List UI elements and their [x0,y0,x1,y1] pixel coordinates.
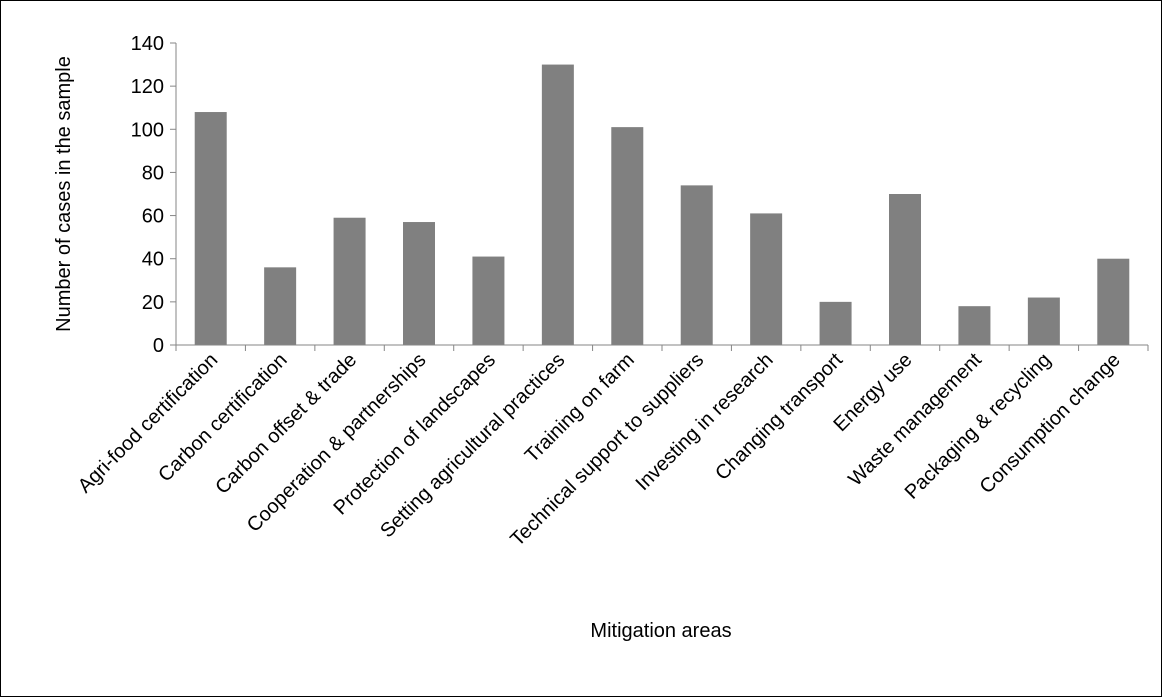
bars-group [194,64,1130,345]
y-axis-title: Number of cases in the sample [53,56,75,332]
bar [958,306,991,345]
y-tick-label: 80 [142,162,164,184]
bar [472,256,505,345]
y-tick-label: 140 [131,33,164,55]
bar [541,64,574,345]
x-category-label: Agri-food certification [74,349,222,497]
x-category-label: Changing transport [711,349,847,485]
y-tick-label: 0 [153,335,164,357]
bar [889,194,921,345]
bar [819,301,852,345]
x-category-label: Consumption change [976,349,1125,498]
bar [750,213,783,345]
bar [611,127,644,345]
bar [1027,297,1060,345]
y-tick-label: 40 [142,249,164,271]
y-tick-label: 120 [131,76,164,98]
bar [333,217,366,345]
bar [680,185,713,345]
bar [403,222,435,345]
x-category-label: Carbon certification [154,349,291,486]
y-tick-label: 100 [131,119,164,141]
y-tick-label: 20 [142,292,164,314]
x-category-label: Waste management [844,349,986,491]
x-category-label: Investing in research [632,349,778,495]
x-category-label: Carbon offset & trade [211,349,361,499]
bar [264,267,297,345]
y-axis: 0 20 40 60 80 100 120 140 [131,33,177,357]
y-tick-label: 60 [142,206,164,228]
bar [194,112,227,345]
x-axis-title: Mitigation areas [590,620,731,642]
bar [1097,258,1130,345]
